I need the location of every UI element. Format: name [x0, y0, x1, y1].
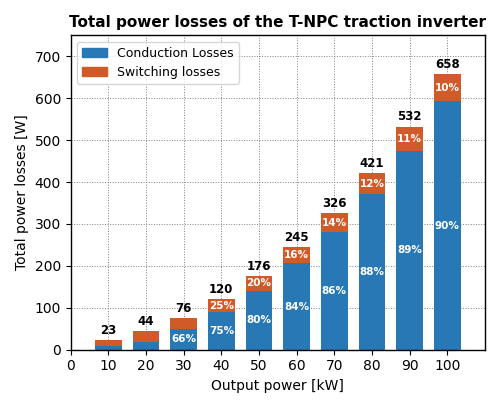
Text: 14%: 14%: [322, 217, 347, 228]
Text: 76: 76: [176, 302, 192, 315]
Bar: [396, 127, 423, 151]
Text: 44: 44: [138, 315, 154, 328]
Text: 25%: 25%: [209, 301, 234, 311]
Text: 90%: 90%: [435, 221, 460, 231]
Text: 532: 532: [398, 110, 422, 123]
Text: 421: 421: [360, 157, 384, 170]
Text: 23: 23: [100, 324, 116, 337]
Text: 20%: 20%: [246, 278, 272, 288]
Y-axis label: Total power losses [W]: Total power losses [W]: [15, 115, 29, 271]
Bar: [284, 264, 310, 350]
Text: 658: 658: [435, 58, 460, 71]
Text: 12%: 12%: [360, 179, 384, 189]
Bar: [434, 74, 460, 102]
Bar: [170, 318, 197, 329]
Text: 245: 245: [284, 231, 309, 244]
Bar: [170, 329, 197, 350]
Bar: [284, 247, 310, 264]
Bar: [321, 213, 347, 232]
Text: 176: 176: [246, 259, 271, 273]
Bar: [359, 173, 385, 195]
Text: 120: 120: [209, 283, 234, 296]
Text: 88%: 88%: [360, 267, 384, 277]
Bar: [246, 276, 272, 291]
Text: 80%: 80%: [246, 315, 272, 325]
X-axis label: Output power [kW]: Output power [kW]: [212, 379, 344, 393]
Bar: [208, 299, 234, 312]
Bar: [396, 151, 423, 350]
Bar: [95, 340, 122, 346]
Title: Total power losses of the T-NPC traction inverter: Total power losses of the T-NPC traction…: [70, 15, 486, 30]
Bar: [95, 346, 122, 350]
Bar: [208, 312, 234, 350]
Bar: [133, 331, 159, 342]
Text: 11%: 11%: [397, 134, 422, 144]
Text: 10%: 10%: [435, 83, 460, 93]
Text: 326: 326: [322, 197, 346, 210]
Bar: [321, 232, 347, 350]
Bar: [133, 342, 159, 350]
Text: 86%: 86%: [322, 286, 347, 296]
Bar: [359, 195, 385, 350]
Text: 75%: 75%: [209, 326, 234, 336]
Text: 89%: 89%: [397, 246, 422, 255]
Text: 66%: 66%: [171, 334, 196, 344]
Text: 16%: 16%: [284, 250, 309, 260]
Bar: [434, 102, 460, 350]
Legend: Conduction Losses, Switching losses: Conduction Losses, Switching losses: [77, 42, 238, 84]
Text: 84%: 84%: [284, 302, 309, 312]
Bar: [246, 291, 272, 350]
